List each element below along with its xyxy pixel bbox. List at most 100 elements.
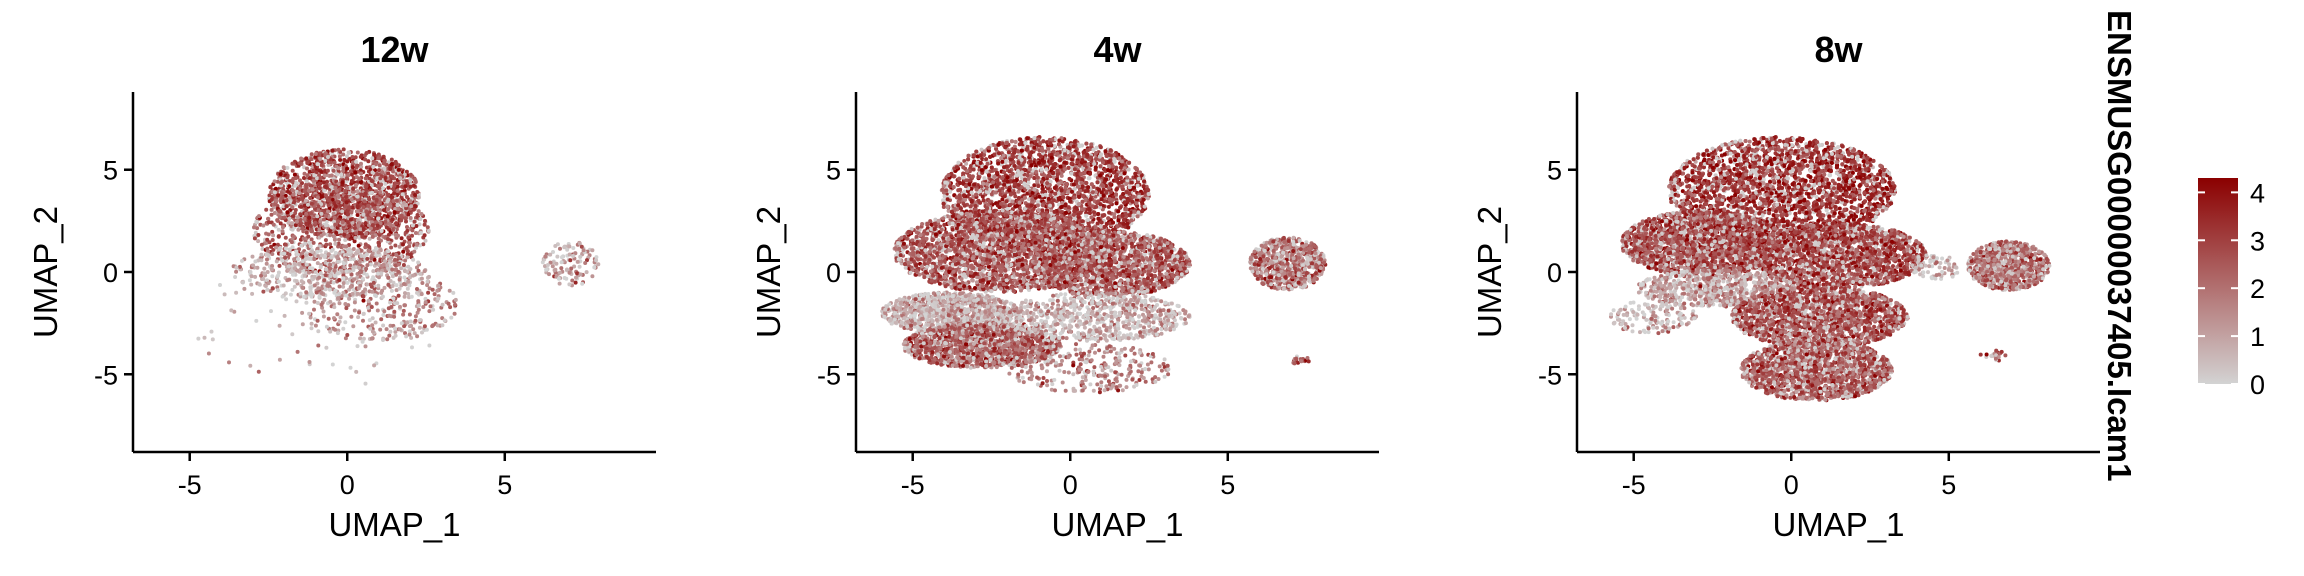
cell-point bbox=[349, 314, 354, 319]
cell-point bbox=[580, 281, 585, 286]
cell-point bbox=[404, 179, 409, 184]
cell-point bbox=[408, 178, 413, 183]
cell-point bbox=[583, 261, 588, 265]
cell-point bbox=[328, 233, 333, 238]
cell-point bbox=[276, 227, 281, 232]
cell-point bbox=[368, 262, 373, 267]
cell-point bbox=[342, 158, 347, 163]
cell-point bbox=[309, 201, 314, 206]
cell-point bbox=[290, 161, 295, 166]
cell-point bbox=[344, 200, 349, 205]
cell-point bbox=[292, 266, 297, 271]
cell-point bbox=[321, 309, 326, 314]
cell-point bbox=[382, 161, 387, 166]
cell-point bbox=[337, 154, 342, 159]
cell-point bbox=[393, 257, 398, 262]
cell-point bbox=[392, 183, 397, 188]
cell-point bbox=[383, 176, 388, 180]
cell-point bbox=[287, 247, 292, 252]
cell-point bbox=[328, 299, 333, 304]
cell-point bbox=[390, 217, 395, 222]
cell-point bbox=[311, 178, 316, 183]
cell-point bbox=[285, 165, 290, 170]
cell-point bbox=[344, 269, 349, 274]
cell-point bbox=[1032, 183, 1037, 188]
cell-point bbox=[352, 277, 357, 282]
cell-point bbox=[366, 299, 371, 303]
cell-point bbox=[419, 292, 424, 297]
cell-point bbox=[290, 168, 295, 173]
cell-point bbox=[278, 209, 283, 214]
cell-point bbox=[359, 161, 363, 166]
cell-point bbox=[337, 278, 342, 282]
cell-point bbox=[403, 216, 408, 221]
cell-point bbox=[369, 336, 374, 341]
cell-point bbox=[324, 242, 329, 247]
cell-point bbox=[296, 252, 300, 257]
cell-point bbox=[364, 151, 369, 155]
cell-point bbox=[329, 248, 334, 253]
cell-point bbox=[426, 228, 431, 233]
cell-point bbox=[307, 215, 312, 220]
cell-point bbox=[397, 286, 402, 291]
cell-point bbox=[280, 258, 285, 263]
cell-point bbox=[279, 180, 283, 185]
cell-point bbox=[590, 248, 595, 253]
cell-point bbox=[422, 222, 427, 227]
cell-point bbox=[575, 271, 580, 276]
cell-point bbox=[316, 195, 320, 200]
cell-point bbox=[315, 261, 320, 266]
cell-point bbox=[436, 296, 441, 301]
cell-point bbox=[293, 208, 298, 212]
cell-point bbox=[335, 312, 340, 317]
cell-point bbox=[427, 343, 432, 348]
cell-point bbox=[293, 211, 298, 216]
cell-point bbox=[324, 267, 329, 272]
cell-point bbox=[299, 204, 304, 209]
cell-point bbox=[269, 267, 274, 271]
cell-point bbox=[256, 239, 261, 244]
cell-point bbox=[253, 259, 258, 264]
cell-point bbox=[272, 190, 277, 195]
cell-point bbox=[285, 210, 290, 215]
cell-point bbox=[416, 260, 421, 265]
cell-point bbox=[332, 316, 336, 321]
cell-point bbox=[359, 332, 364, 337]
cell-point bbox=[290, 332, 295, 337]
cell-point bbox=[361, 205, 366, 210]
cell-point bbox=[397, 277, 402, 282]
cell-point bbox=[309, 321, 314, 326]
cell-point bbox=[250, 291, 255, 296]
cell-point bbox=[352, 226, 357, 230]
cell-point bbox=[332, 160, 337, 165]
cell-point bbox=[355, 163, 359, 168]
cell-point bbox=[280, 294, 285, 299]
cell-point bbox=[349, 217, 353, 222]
cell-point bbox=[419, 276, 424, 281]
cell-point bbox=[297, 261, 302, 266]
cell-point bbox=[336, 296, 340, 301]
cell-point bbox=[360, 234, 365, 239]
cell-point bbox=[242, 286, 247, 291]
cell-point bbox=[315, 301, 320, 305]
cell-point bbox=[256, 233, 261, 237]
cell-point bbox=[355, 213, 360, 217]
cell-point bbox=[345, 333, 350, 337]
cell-point bbox=[234, 269, 239, 274]
cell-point bbox=[545, 263, 550, 267]
cell-point bbox=[557, 281, 562, 286]
cell-point bbox=[315, 318, 320, 323]
cell-point bbox=[418, 271, 423, 276]
cell-point bbox=[413, 314, 418, 319]
cell-point bbox=[369, 305, 374, 309]
cell-point bbox=[261, 276, 266, 281]
cell-point bbox=[282, 215, 287, 220]
cell-point bbox=[304, 262, 309, 267]
cell-point bbox=[327, 287, 332, 292]
cell-point bbox=[367, 197, 372, 202]
cell-point bbox=[367, 318, 372, 323]
cell-point bbox=[308, 266, 312, 270]
cell-point bbox=[578, 254, 583, 259]
cell-point bbox=[308, 224, 313, 228]
cell-point bbox=[300, 285, 305, 290]
